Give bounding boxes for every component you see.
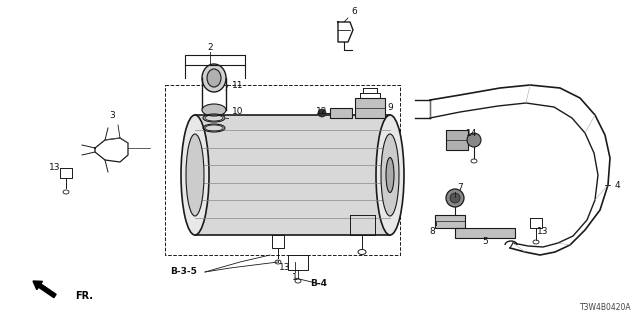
Text: 13: 13 xyxy=(279,263,291,273)
Circle shape xyxy=(467,133,481,147)
Text: T3W4B0420A: T3W4B0420A xyxy=(580,303,632,312)
Polygon shape xyxy=(446,130,468,150)
Text: 13: 13 xyxy=(49,164,61,172)
Text: 3: 3 xyxy=(109,110,115,119)
Ellipse shape xyxy=(202,64,226,92)
Ellipse shape xyxy=(181,115,209,235)
Ellipse shape xyxy=(386,157,394,193)
Polygon shape xyxy=(355,98,385,118)
Text: 9: 9 xyxy=(387,103,393,113)
Ellipse shape xyxy=(202,104,226,116)
Text: 1: 1 xyxy=(292,274,298,283)
Ellipse shape xyxy=(186,134,204,216)
Text: 4: 4 xyxy=(614,180,620,189)
Circle shape xyxy=(450,193,460,203)
Circle shape xyxy=(318,109,326,117)
Polygon shape xyxy=(435,215,465,228)
Text: FR.: FR. xyxy=(75,291,93,301)
Text: 12: 12 xyxy=(316,108,328,116)
Text: 6: 6 xyxy=(351,7,357,17)
Text: B-3-5: B-3-5 xyxy=(170,268,197,276)
Text: 8: 8 xyxy=(429,228,435,236)
Text: 7: 7 xyxy=(457,183,463,193)
Text: 13: 13 xyxy=(537,228,548,236)
Polygon shape xyxy=(330,108,352,118)
Ellipse shape xyxy=(207,69,221,87)
Text: 10: 10 xyxy=(232,108,244,116)
Polygon shape xyxy=(195,115,390,235)
Circle shape xyxy=(446,189,464,207)
Text: 2: 2 xyxy=(207,43,213,52)
Polygon shape xyxy=(455,228,515,238)
Text: 11: 11 xyxy=(232,81,244,90)
Text: 14: 14 xyxy=(467,129,477,138)
Text: 5: 5 xyxy=(482,237,488,246)
Ellipse shape xyxy=(376,115,404,235)
Text: B-4: B-4 xyxy=(310,279,327,289)
FancyArrow shape xyxy=(33,281,56,298)
Ellipse shape xyxy=(381,134,399,216)
